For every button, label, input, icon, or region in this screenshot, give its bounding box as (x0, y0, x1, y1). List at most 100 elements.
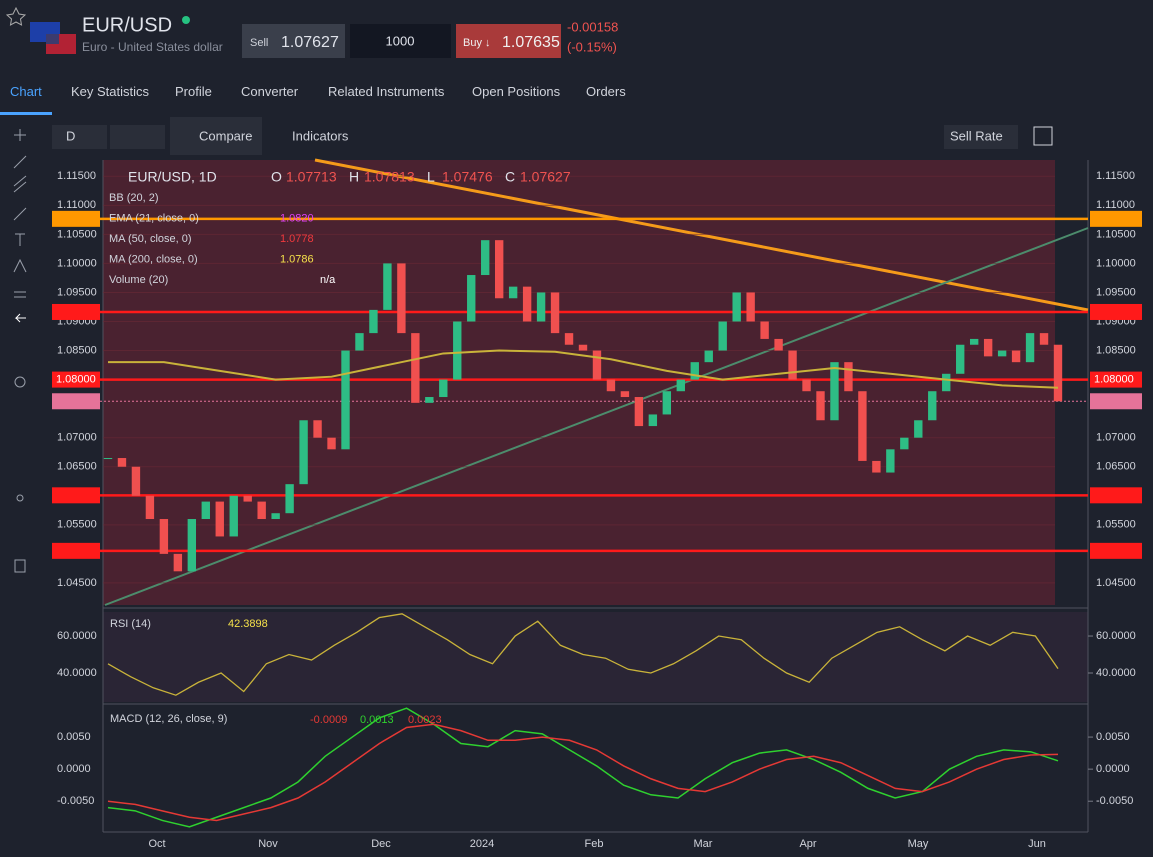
candle (718, 321, 727, 351)
ohlc-value: 1.07813 (364, 169, 415, 185)
candle (550, 292, 560, 334)
macd-line (107, 707, 1059, 828)
price-pane-tint (103, 160, 1055, 605)
ohlc-value: 1.07476 (442, 169, 493, 185)
line-tool[interactable] (13, 155, 27, 169)
header-graphics: EUR/USD Euro - United States dollar Sell… (5, 6, 618, 58)
y-tick-label: 1.06500 (1096, 461, 1136, 473)
tab[interactable]: Converter (241, 84, 299, 99)
visibility-tool[interactable] (16, 494, 24, 502)
tab[interactable]: Profile (175, 84, 212, 99)
x-tick-label: Nov (258, 838, 278, 850)
back-tool[interactable] (14, 313, 26, 323)
candle (1025, 333, 1035, 363)
candle (914, 420, 923, 438)
crosshair-tool[interactable] (14, 129, 26, 141)
fullscreen-box[interactable] (1033, 126, 1053, 146)
rate: Sell Rate (950, 128, 1003, 143)
candle (285, 484, 294, 514)
favorite-icon[interactable] (5, 6, 27, 26)
level-label-box (52, 210, 100, 227)
candle (830, 362, 839, 421)
trend-line (104, 227, 1089, 606)
level-label-box (52, 393, 100, 410)
y-tick-label: 0.0050 (57, 731, 91, 743)
y-tick-label: 0.0000 (1096, 763, 1130, 775)
tab[interactable]: Chart (10, 84, 42, 99)
legend-entry: 0.0023 (408, 714, 442, 726)
candle (131, 466, 141, 496)
y-tick-label: 1.08500 (57, 344, 97, 356)
candle (425, 397, 434, 403)
fib-tool[interactable] (13, 175, 27, 193)
indicator-value: 1.0778 (280, 233, 314, 245)
status-dot (182, 16, 190, 24)
sell-price: 1.07627 (281, 34, 339, 51)
ma200-line (108, 349, 1059, 389)
level-label-box (52, 542, 100, 559)
sell-label: Sell (250, 37, 268, 49)
indicator-value: n/a (320, 274, 336, 286)
y-tick-label: 60.0000 (1096, 630, 1136, 642)
ohlc-key: L (427, 169, 435, 185)
x-tick-label: 2024 (470, 838, 494, 850)
candle (481, 240, 490, 276)
candle (564, 333, 574, 345)
candle (1053, 344, 1063, 402)
candle (159, 519, 169, 554)
candle (1011, 350, 1021, 363)
y-tick-label: 1.06500 (57, 461, 97, 473)
candle (467, 275, 476, 322)
candle (956, 344, 965, 374)
measure-tool[interactable] (14, 291, 26, 298)
rate-select[interactable] (944, 125, 1018, 149)
y-tick-label: 1.08500 (1096, 344, 1136, 356)
indicator-name: MA (200, close, 0) (109, 253, 198, 265)
zoom-tool[interactable] (14, 376, 26, 388)
y-tick-label: 1.11000 (1096, 199, 1135, 211)
candle (411, 333, 420, 403)
candle (760, 321, 769, 339)
pattern-tool[interactable] (13, 258, 27, 273)
change-percent: (-0.15%) (567, 39, 617, 54)
candle (229, 495, 238, 537)
candle (341, 350, 350, 450)
y-tick-label: 60.0000 (57, 630, 97, 642)
candle (774, 338, 783, 351)
interval-select[interactable] (52, 125, 107, 149)
x-tick-label: Dec (371, 838, 391, 850)
sell-button[interactable] (242, 24, 345, 58)
tab[interactable]: Orders (586, 84, 626, 99)
chart-type-select[interactable] (110, 125, 165, 149)
tab[interactable]: Related Instruments (328, 84, 445, 99)
candle (802, 379, 811, 392)
drawing-tools (13, 129, 27, 573)
x-tick-label: Apr (799, 838, 816, 850)
quantity-input[interactable] (350, 24, 451, 58)
candle (690, 362, 699, 380)
legend-entry: -0.0009 (310, 714, 347, 726)
legend-entry: 0.0013 (360, 714, 394, 726)
brush-tool[interactable] (13, 207, 27, 221)
buy-button[interactable] (456, 24, 561, 58)
y-tick-label: 1.04500 (57, 577, 97, 589)
plot: 1.11500 1.11500 1.11000 1.11000 1.10500 1.105… (52, 169, 1142, 850)
level-label-box (1090, 487, 1142, 504)
compare-button[interactable] (170, 117, 262, 155)
y-tick-label: 1.07000 (1096, 432, 1136, 444)
candle (983, 338, 993, 357)
buy-label: Buy ↓ (463, 37, 491, 49)
tab[interactable]: Open Positions (472, 84, 561, 99)
chart-area: D Compare Indicators Sell Rate 1.115001.… (0, 115, 1153, 857)
indicators[interactable]: Indicators (292, 128, 349, 143)
change: -0.00158 (567, 19, 618, 34)
tab[interactable]: Key Statistics (71, 84, 150, 99)
delete-tool[interactable] (14, 559, 26, 573)
candle (886, 449, 895, 473)
level-label-box (1090, 210, 1142, 227)
indicator-name: EMA (21, close, 0) (109, 212, 199, 224)
candle (369, 309, 378, 334)
text-tool[interactable] (15, 233, 25, 246)
y-tick-label: 1.04500 (1096, 577, 1136, 589)
